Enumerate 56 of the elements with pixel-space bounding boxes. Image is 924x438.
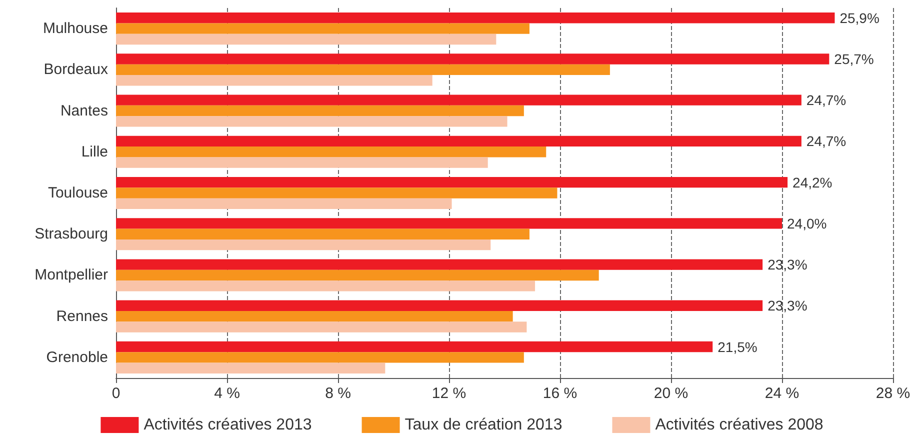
y-tick-label: Grenoble (46, 348, 108, 366)
bar (116, 12, 835, 24)
bar (116, 270, 599, 281)
data-label: 25,7% (834, 50, 874, 67)
bar (116, 105, 524, 116)
bar (116, 75, 432, 86)
bar (116, 362, 386, 374)
y-tick-label: Strasbourg (34, 226, 108, 243)
data-label: 24,0% (787, 215, 827, 232)
x-tick-label: 28 % (876, 385, 910, 402)
legend-label: Activités créatives 2013 (144, 416, 312, 434)
bar (116, 300, 763, 311)
x-tick-label: 8 % (325, 385, 351, 402)
data-label: 24,2% (792, 174, 832, 190)
legend-label: Activités créatives 2008 (655, 416, 824, 434)
data-label: 23,3% (768, 298, 808, 314)
bar (116, 188, 558, 198)
x-tick-label: 16 % (542, 385, 578, 402)
x-tick-label: 0 (112, 385, 120, 402)
data-label: 21,5% (718, 338, 758, 355)
bar (116, 64, 610, 76)
bar (116, 136, 802, 147)
bar (116, 198, 452, 210)
x-tick-label: 24 % (764, 385, 800, 402)
bar (116, 176, 788, 188)
bar (116, 23, 530, 34)
legend-label: Taux de création 2013 (404, 416, 562, 434)
bar (116, 228, 530, 240)
y-tick-label: Mulhouse (42, 20, 108, 38)
data-label: 25,9% (840, 10, 880, 26)
x-tick-label: 20 % (654, 385, 688, 402)
bar (116, 259, 763, 270)
bar (116, 116, 508, 127)
bar (116, 34, 496, 45)
y-tick-label: Lille (81, 143, 108, 160)
x-tick-label: 12 % (432, 385, 466, 402)
y-tick-label: Toulouse (48, 184, 108, 202)
bar (116, 94, 802, 106)
data-label: 23,3% (768, 256, 808, 273)
bar (116, 239, 491, 250)
x-tick-label: 4 % (214, 385, 240, 402)
data-label: 24,7% (806, 92, 846, 108)
y-tick-label: Montpellier (34, 266, 108, 284)
y-tick-label: Rennes (56, 308, 108, 325)
data-label: 24,7% (806, 133, 846, 150)
bar (116, 352, 524, 363)
bar (116, 280, 536, 292)
bar (116, 157, 488, 168)
bar (116, 218, 782, 229)
bar (116, 310, 513, 322)
bar (116, 54, 830, 64)
y-tick-label: Nantes (60, 102, 108, 120)
bar (116, 322, 527, 332)
bar (116, 146, 546, 158)
y-tick-label: Bordeaux (44, 61, 108, 78)
bar (116, 341, 713, 352)
